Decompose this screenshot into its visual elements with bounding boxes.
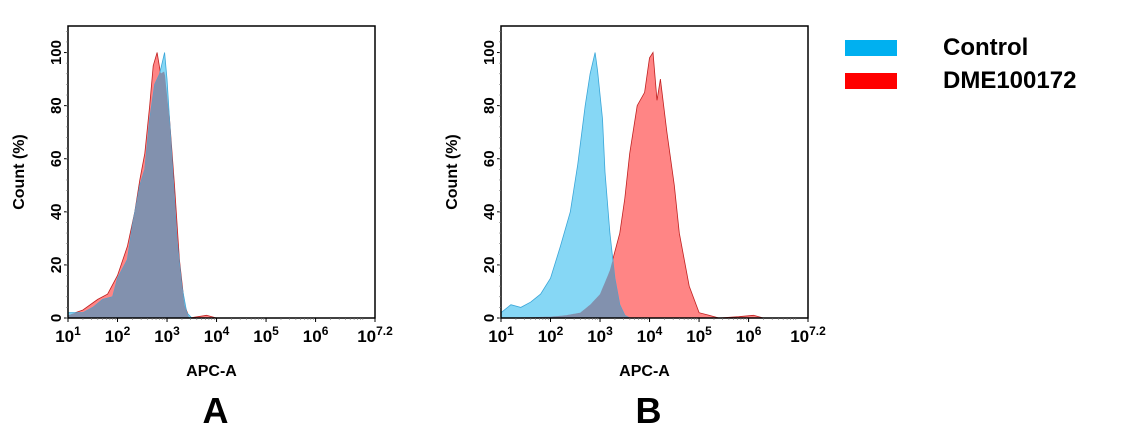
- legend-label: DME100172: [943, 67, 1076, 94]
- x-tick-label: 107.2: [790, 324, 826, 346]
- plot-frame: [67, 25, 376, 319]
- x-tick-label: 102: [538, 324, 564, 346]
- x-tick-label: 103: [154, 324, 180, 346]
- x-tick-exponent: 7.2: [809, 324, 826, 338]
- x-tick-base: 10: [55, 327, 74, 346]
- x-tick-base: 10: [637, 327, 656, 346]
- x-tick-exponent: 6: [755, 324, 762, 338]
- x-tick-base: 10: [154, 327, 173, 346]
- y-tick-label: 20: [48, 257, 65, 274]
- legend-label: Control: [943, 34, 1028, 61]
- x-tick-base: 10: [488, 327, 507, 346]
- histogram-dme100172: [500, 51, 808, 319]
- legend: Control DME100172: [845, 34, 1076, 94]
- x-tick-exponent: 4: [656, 324, 663, 338]
- x-tick-label: 104: [637, 324, 663, 346]
- x-tick-label: 102: [105, 324, 131, 346]
- x-tick-label: 105: [253, 324, 279, 346]
- legend-swatch-sample: [845, 73, 897, 89]
- y-tick-label: 40: [481, 203, 498, 220]
- x-axis-label: APC-A: [619, 363, 670, 380]
- x-tick-exponent: 1: [507, 324, 514, 338]
- x-tick-base: 10: [253, 327, 272, 346]
- y-tick-label: 80: [48, 97, 65, 114]
- x-tick-base: 10: [538, 327, 557, 346]
- x-tick-label: 104: [204, 324, 230, 346]
- x-tick-exponent: 3: [173, 324, 180, 338]
- x-tick-base: 10: [357, 327, 376, 346]
- histogram-control: [500, 52, 808, 319]
- x-tick-label: 103: [587, 324, 613, 346]
- x-tick-label: 107.2: [357, 324, 393, 346]
- x-tick-exponent: 6: [322, 324, 329, 338]
- x-tick-base: 10: [686, 327, 705, 346]
- x-tick-base: 10: [736, 327, 755, 346]
- y-axis-label: Count (%): [444, 134, 461, 210]
- x-tick-label: 106: [736, 324, 762, 346]
- panel-label: B: [636, 390, 662, 431]
- x-tick-base: 10: [303, 327, 322, 346]
- y-tick-label: 0: [481, 314, 498, 322]
- x-tick-base: 10: [105, 327, 124, 346]
- histogram-overlap: [68, 71, 375, 318]
- y-tick-label: 0: [48, 314, 65, 322]
- x-tick-label: 106: [303, 324, 329, 346]
- x-tick-exponent: 7.2: [376, 324, 393, 338]
- panel-label: A: [203, 390, 229, 431]
- x-tick-label: 101: [488, 324, 514, 346]
- x-tick-label: 101: [55, 324, 81, 346]
- x-tick-base: 10: [587, 327, 606, 346]
- y-tick-label: 60: [48, 150, 65, 167]
- y-tick-label: 60: [481, 150, 498, 167]
- legend-swatch-control: [845, 40, 897, 56]
- x-tick-exponent: 4: [223, 324, 230, 338]
- x-tick-exponent: 5: [705, 324, 712, 338]
- x-axis-label: APC-A: [186, 363, 237, 380]
- y-tick-label: 20: [481, 257, 498, 274]
- y-tick-label: 100: [48, 40, 65, 65]
- plot-frame: [500, 25, 809, 319]
- histogram-dme100172: [67, 52, 375, 319]
- x-tick-exponent: 2: [557, 324, 564, 338]
- x-tick-base: 10: [204, 327, 223, 346]
- histogram-control: [67, 52, 375, 319]
- y-tick-label: 100: [481, 40, 498, 65]
- x-tick-base: 10: [790, 327, 809, 346]
- x-tick-label: 105: [686, 324, 712, 346]
- y-axis-label: Count (%): [11, 134, 28, 210]
- y-tick-label: 40: [48, 203, 65, 220]
- x-tick-exponent: 3: [606, 324, 613, 338]
- y-tick-label: 80: [481, 97, 498, 114]
- x-tick-exponent: 2: [124, 324, 131, 338]
- x-tick-exponent: 1: [74, 324, 81, 338]
- x-tick-exponent: 5: [272, 324, 279, 338]
